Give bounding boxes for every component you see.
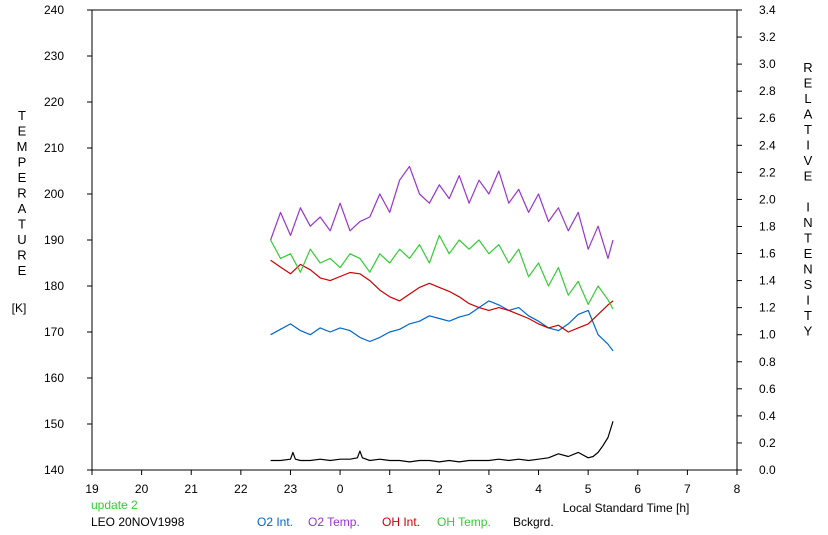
right-axis: 0.0 0.2 0.4 0.6 0.8 1.0 1.2 1.4 1.6 1.8 2.0 2.2 2.4 2…: [737, 3, 776, 477]
x-tick-label: 4: [535, 482, 542, 496]
right-axis-title-letter: T: [804, 231, 812, 246]
right-axis-title-letter: I: [806, 200, 810, 215]
right-axis-title-letter: N: [803, 215, 812, 230]
right-axis-title-letter: Y: [804, 324, 813, 339]
x-axis-title: Local Standard Time [h]: [563, 501, 690, 515]
left-tick-label: 230: [44, 49, 64, 63]
update-label: update 2: [91, 498, 138, 512]
right-axis-title-letter: E: [804, 169, 813, 184]
left-tick-label: 210: [44, 141, 64, 155]
x-tick-label: 2: [436, 482, 443, 496]
right-axis-title-letter: T: [804, 122, 812, 137]
left-axis-title-letter: U: [17, 232, 26, 247]
x-tick-label: 6: [634, 482, 641, 496]
right-tick-label: 1.6: [759, 247, 776, 261]
left-axis-title-letter: E: [18, 263, 27, 278]
right-tick-label: 2.0: [759, 192, 776, 206]
left-axis-title-letter: E: [18, 124, 27, 139]
right-tick-label: 2.2: [759, 165, 776, 179]
x-tick-label: 5: [585, 482, 592, 496]
o2-temp-line: [270, 165, 614, 259]
left-axis-title-letter: T: [18, 108, 26, 123]
x-tick-label: 8: [734, 482, 741, 496]
x-tick-label: 23: [284, 482, 298, 496]
legend-oh-temp: OH Temp.: [437, 515, 491, 529]
x-tick-label: 1: [386, 482, 393, 496]
right-axis-title-letter: I: [806, 138, 810, 153]
right-tick-label: 2.6: [759, 111, 776, 125]
legend-o2-int: O2 Int.: [257, 515, 293, 529]
left-tick-label: 140: [44, 463, 64, 477]
x-tick-label: 19: [85, 482, 99, 496]
right-tick-label: 2.4: [759, 138, 776, 152]
left-tick-label: 200: [44, 187, 64, 201]
plot-border: [91, 9, 738, 471]
right-axis-title-letter: N: [803, 262, 812, 277]
right-tick-label: 3.0: [759, 57, 776, 71]
right-tick-label: 3.2: [759, 30, 776, 44]
right-axis-title-letter: E: [804, 246, 813, 261]
right-tick-label: 1.2: [759, 301, 776, 315]
bckgrd-line: [270, 421, 614, 463]
right-tick-label: 0.8: [759, 355, 776, 369]
x-tick-label: 3: [486, 482, 493, 496]
left-tick-label: 180: [44, 279, 64, 293]
legend-bckgrd: Bckgrd.: [513, 515, 554, 529]
right-tick-label: 0.4: [759, 409, 776, 423]
right-tick-label: 2.8: [759, 84, 776, 98]
right-axis-title-letter: R: [803, 60, 812, 75]
plot-frame: [91, 9, 738, 471]
legend-oh-int: OH Int.: [382, 515, 420, 529]
left-axis: 140 150 160 170 180 190 200 210 220 230 240: [44, 3, 92, 477]
left-axis-unit: [K]: [12, 301, 27, 315]
legend-o2-temp: O2 Temp.: [308, 515, 360, 529]
left-tick-label: 150: [44, 417, 64, 431]
right-tick-label: 1.4: [759, 274, 776, 288]
left-axis-title-letter: A: [18, 201, 27, 216]
right-axis-title-letter: E: [804, 76, 813, 91]
right-axis-title-letter: S: [804, 277, 813, 292]
x-axis: 19 20 21 22 23 0 1 2 3 4 5 6 7 8: [85, 470, 741, 496]
right-axis-title-letter: L: [804, 91, 811, 106]
right-axis-title-letter: A: [804, 107, 813, 122]
oh-int-line: [270, 259, 614, 333]
left-axis-title-letter: E: [18, 170, 27, 185]
left-axis-title-letter: T: [18, 217, 26, 232]
right-axis-title-letter: V: [804, 153, 813, 168]
right-tick-label: 1.0: [759, 328, 776, 342]
left-tick-label: 160: [44, 371, 64, 385]
left-axis-title-letter: M: [17, 139, 28, 154]
right-tick-label: 3.4: [759, 3, 776, 17]
right-tick-label: 0.6: [759, 382, 776, 396]
right-axis-title-letter: T: [804, 308, 812, 323]
x-tick-label: 21: [185, 482, 199, 496]
right-tick-label: 1.8: [759, 219, 776, 233]
x-tick-label: 22: [234, 482, 248, 496]
right-axis-title-letter: I: [806, 293, 810, 308]
left-tick-label: 220: [44, 95, 64, 109]
legend: O2 Int. O2 Temp. OH Int. OH Temp. Bckgrd.: [257, 515, 554, 529]
left-tick-label: 190: [44, 233, 64, 247]
left-axis-title-letter: P: [18, 155, 27, 170]
right-tick-label: 0.2: [759, 436, 776, 450]
series-layer: [270, 165, 614, 463]
x-tick-label: 20: [135, 482, 149, 496]
x-tick-label: 0: [337, 482, 344, 496]
oh-temp-line: [270, 234, 614, 310]
right-tick-label: 0.0: [759, 463, 776, 477]
left-tick-label: 240: [44, 3, 64, 17]
o2-int-line: [270, 300, 614, 352]
left-tick-label: 170: [44, 325, 64, 339]
left-axis-title-letter: R: [17, 248, 26, 263]
x-tick-label: 7: [684, 482, 691, 496]
left-axis-title-letter: R: [17, 186, 26, 201]
site-date-label: LEO 20NOV1998: [91, 515, 185, 529]
